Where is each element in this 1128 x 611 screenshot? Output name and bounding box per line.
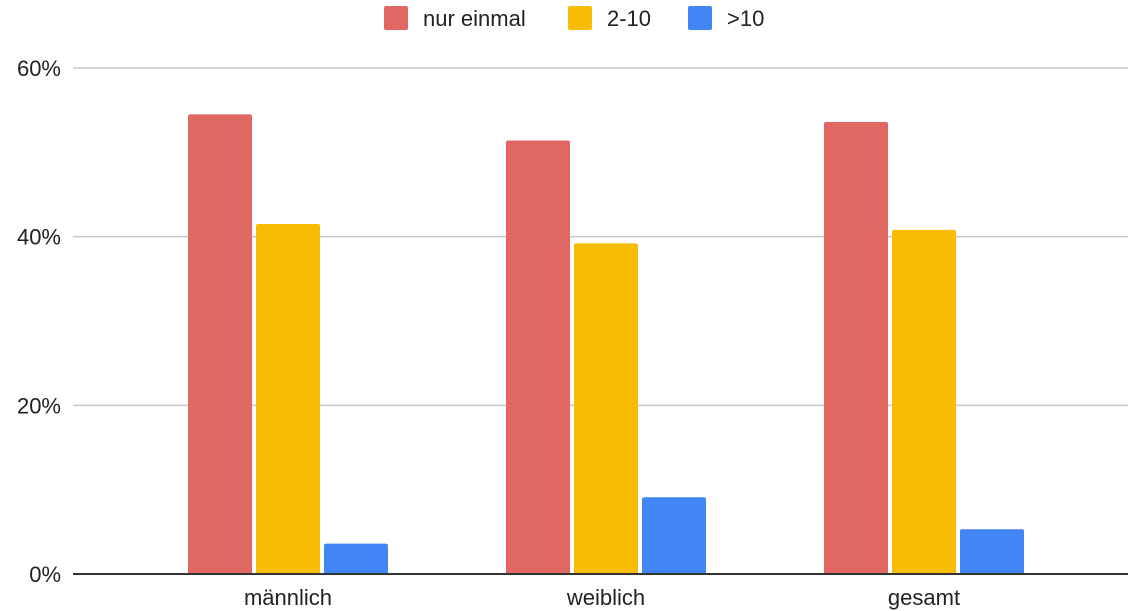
bar-1-2 [506, 140, 570, 574]
legend-swatch-1 [384, 6, 408, 30]
legend-label-3: >10 [727, 6, 764, 31]
y-tick-label: 40% [17, 225, 61, 250]
x-category-label: weiblich [566, 585, 645, 610]
legend-swatch-2 [568, 6, 592, 30]
y-tick-label: 60% [17, 56, 61, 81]
legend: nur einmal 2-10 >10 [384, 6, 764, 31]
x-category-label: männlich [244, 585, 332, 610]
bar-2-2 [574, 243, 638, 574]
legend-label-1: nur einmal [423, 6, 526, 31]
bar-2-3 [892, 229, 956, 575]
x-category-label: gesamt [888, 585, 960, 610]
bar-1-1 [188, 114, 252, 574]
bars [188, 114, 1024, 575]
y-tick-label: 0% [29, 562, 61, 587]
bar-1-3 [824, 121, 888, 575]
axes: 0% 20% 40% 60% männlich weiblich gesamt [17, 56, 1128, 610]
bar-2-1 [256, 224, 320, 574]
bar-3-1 [324, 543, 388, 574]
y-tick-label: 20% [17, 393, 61, 418]
legend-label-2: 2-10 [607, 6, 651, 31]
bar-3-3 [960, 529, 1024, 574]
bar-3-2 [642, 497, 706, 574]
legend-swatch-3 [688, 6, 712, 30]
